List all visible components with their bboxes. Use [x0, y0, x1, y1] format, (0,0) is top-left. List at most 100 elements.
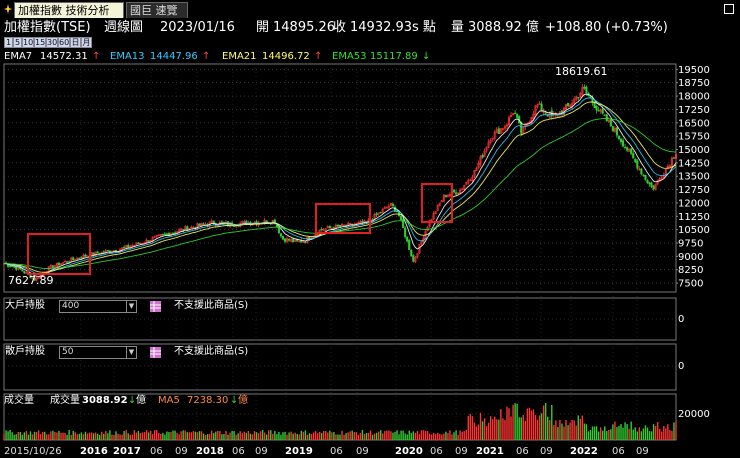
candle-body [436, 204, 439, 212]
volume-bar [435, 434, 437, 440]
table-icon[interactable] [150, 347, 161, 358]
volume-bar [172, 430, 174, 440]
candle-body [157, 234, 160, 236]
volume-bar [373, 433, 376, 440]
volume-bar [90, 432, 93, 440]
volume-bar [549, 420, 551, 440]
table-icon[interactable] [150, 301, 161, 312]
ma5-value: 7238.30 [187, 395, 229, 406]
arrow-down-icon: ↓ [422, 51, 431, 62]
volume-bar [54, 431, 56, 440]
volume-bar [481, 421, 484, 440]
retail-holders-select[interactable]: 50 ▼ [59, 346, 137, 359]
volume-bar [80, 432, 83, 440]
volume-bar [471, 416, 474, 440]
volume-bar [398, 434, 400, 440]
volume-bar [17, 431, 19, 440]
candle-body [646, 179, 649, 184]
candle-body [440, 200, 443, 203]
candle-body [31, 277, 34, 279]
tab-technical-analysis[interactable]: 加權指數 技術分析 [14, 2, 124, 18]
volume-bar [308, 433, 311, 440]
volume-bar [158, 432, 160, 440]
volume-bar [239, 431, 241, 440]
index-name: 加權指數(TSE) [4, 20, 91, 35]
volume-bar [406, 434, 408, 440]
candle-body [408, 240, 411, 250]
candle-body [190, 226, 193, 229]
candle-body [78, 257, 81, 260]
volume-bar [522, 414, 524, 440]
restore-window-icon[interactable] [724, 4, 734, 14]
volume-bar [86, 433, 89, 440]
volume-bar [58, 430, 60, 440]
price-tick-label: 8250 [678, 265, 703, 276]
panel-border [3, 343, 677, 391]
volume-bar [31, 434, 34, 440]
period-button-10[interactable]: 10 [22, 37, 34, 48]
big-holders-select[interactable]: 400 ▼ [59, 300, 137, 313]
candle-body [471, 176, 474, 181]
period-button-5[interactable]: 5 [13, 37, 22, 48]
volume-bar [561, 423, 563, 440]
candle-body [286, 238, 289, 242]
candle-body [147, 240, 150, 243]
period-button-15[interactable]: 15 [34, 37, 46, 48]
volume-bar [229, 432, 231, 440]
period-button-60[interactable]: 60 [58, 37, 70, 48]
price-tick-label: 14250 [678, 158, 710, 169]
candle-body [483, 150, 486, 157]
volume-bar [292, 433, 294, 440]
volume-bar [469, 413, 472, 440]
price-tick-label: 18000 [678, 92, 710, 103]
volume-bar [463, 431, 465, 440]
volume-bar [465, 429, 467, 440]
volume-bar [485, 426, 488, 440]
candle-body [599, 109, 602, 112]
volume-bar [654, 425, 657, 440]
volume-bar [217, 430, 219, 440]
volume-bar [56, 432, 58, 440]
tab-quick-view[interactable]: 國巨 速覽 [126, 2, 188, 18]
price-tick-label: 15000 [678, 145, 710, 156]
candle-body [174, 232, 177, 234]
volume-bar [70, 434, 72, 440]
candle-body [139, 242, 142, 245]
time-tick-label: 06 [150, 446, 163, 457]
volume-bar [261, 430, 264, 440]
volume-bar [3, 434, 5, 440]
time-tick-label: 06 [330, 446, 343, 457]
candle-body [514, 112, 517, 115]
candle-body [37, 277, 40, 279]
volume-bar [312, 432, 315, 440]
volume-bar [461, 431, 463, 440]
candle-body [465, 181, 468, 185]
period-button-month[interactable]: 月 [81, 37, 92, 48]
period-button-1[interactable]: 1 [4, 37, 13, 48]
volume-bar [131, 434, 133, 440]
volume-bar [123, 431, 125, 440]
volume-bar [612, 424, 614, 440]
period-button-day[interactable]: 日 [70, 37, 81, 48]
volume-bar [610, 429, 612, 440]
volume-bar [329, 430, 331, 440]
quote-header: 加權指數(TSE) 週線圖 2023/01/16 開 14895.26 收 14… [0, 19, 740, 37]
volume-bar [457, 434, 459, 440]
period-button-30[interactable]: 30 [46, 37, 58, 48]
candle-body [15, 266, 18, 270]
volume-bar [567, 425, 569, 440]
volume-bar [547, 416, 549, 440]
volume-bar [243, 431, 245, 440]
volume-bar [640, 431, 643, 440]
candle-body [404, 227, 407, 238]
highlight-box [421, 183, 453, 223]
candle-body [62, 262, 65, 264]
candle-body [420, 240, 423, 245]
volume-bar [333, 431, 335, 440]
volume-bar [540, 413, 543, 440]
volume-bar [345, 433, 347, 440]
candle-body [161, 233, 164, 236]
volume-bar [74, 432, 76, 440]
candle-body [400, 215, 403, 220]
